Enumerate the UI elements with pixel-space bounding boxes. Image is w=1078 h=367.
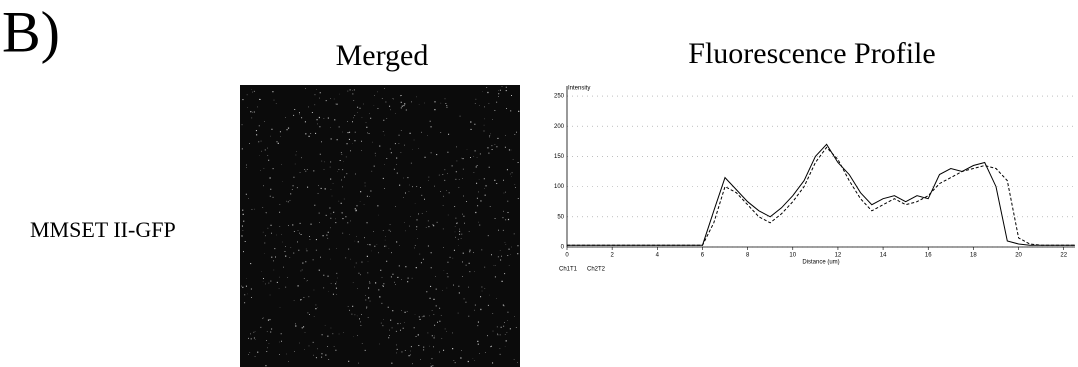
x-tick-label: 0 <box>565 253 569 259</box>
row-label: MMSET II-GFP <box>30 217 176 242</box>
x-tick-label: 12 <box>835 253 842 259</box>
column-header: Fluorescence Profile <box>688 37 935 70</box>
legend-label: Ch1T1 <box>559 267 578 273</box>
x-tick-label: 16 <box>925 253 932 259</box>
x-tick-label: 2 <box>610 253 614 259</box>
column-header: Merged <box>336 39 429 72</box>
y-tick-label: 150 <box>554 154 565 160</box>
y-tick-label: 50 <box>557 214 564 220</box>
x-tick-label: 10 <box>789 253 796 259</box>
x-tick-label: 4 <box>656 253 660 259</box>
figure: B) Merged Fluorescence Profile MMSET II-… <box>0 0 1078 367</box>
micrograph <box>240 85 520 367</box>
y-tick-label: 0 <box>561 245 565 251</box>
x-tick-label: 22 <box>1060 253 1067 259</box>
y-tick-label: 100 <box>554 184 565 190</box>
y-axis-label: Intensity <box>568 86 590 92</box>
x-tick-label: 8 <box>746 253 750 259</box>
x-tick-label: 14 <box>880 253 887 259</box>
y-tick-label: 200 <box>554 124 565 130</box>
x-tick-label: 6 <box>701 253 705 259</box>
panel-label: B) <box>2 0 60 64</box>
x-tick-label: 20 <box>1015 253 1022 259</box>
profile-line <box>567 144 1075 245</box>
x-axis-label: Distance (um) <box>802 260 839 266</box>
x-tick-label: 18 <box>970 253 977 259</box>
y-tick-label: 250 <box>554 94 565 100</box>
legend-label: Ch2T2 <box>587 267 606 273</box>
profile-line <box>567 147 1075 245</box>
